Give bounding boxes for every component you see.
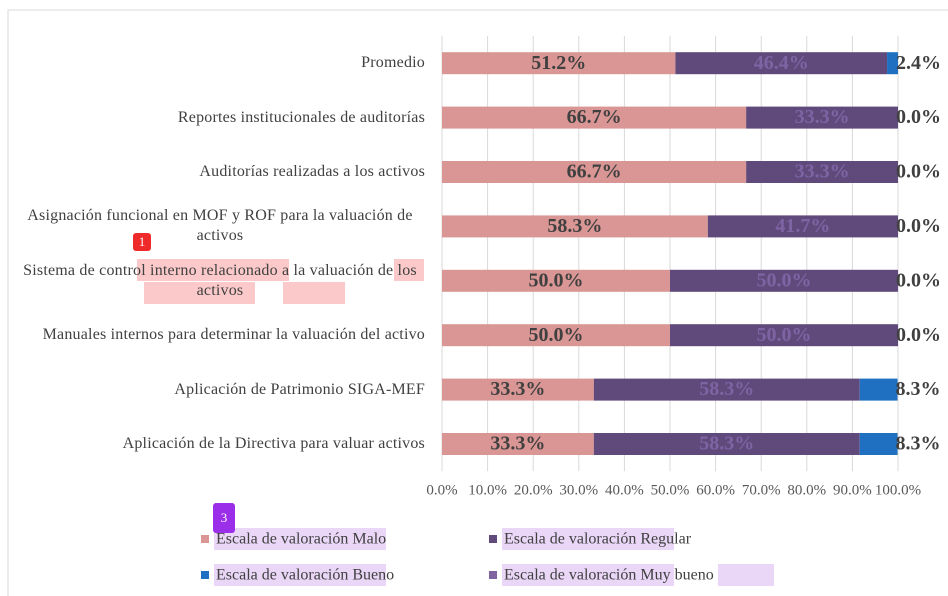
y-tick-label: Asignación funcional en MOF y ROF para l… xyxy=(10,201,425,251)
bar-segment xyxy=(887,52,898,75)
category-text: Aplicación de Patrimonio SIGA-MEF xyxy=(174,380,425,398)
data-label: 58.3% xyxy=(699,378,754,400)
bar-segment xyxy=(675,52,888,75)
x-tick-label: 40.0% xyxy=(605,483,644,499)
category-text: Aplicación de la Directiva para valuar a… xyxy=(122,435,425,452)
annotation-badge xyxy=(213,503,235,533)
bar-segment xyxy=(859,433,898,455)
highlight xyxy=(144,282,255,304)
data-label: 66.7% xyxy=(567,106,622,128)
x-tick-label: 30.0% xyxy=(559,483,598,499)
data-label: 50.0% xyxy=(529,269,584,291)
bar-segment xyxy=(442,215,708,238)
legend-label: Escala de valoración Malo xyxy=(216,531,386,548)
bar-segment xyxy=(442,324,670,347)
highlight xyxy=(137,259,289,281)
y-tick-label: Auditorías realizadas a los activos xyxy=(10,147,425,197)
x-tick-label: 80.0% xyxy=(787,483,826,499)
category-text: Promedio xyxy=(361,54,425,72)
bar-segment xyxy=(442,161,747,183)
data-label: 50.0% xyxy=(757,324,812,346)
bar-segment xyxy=(442,269,670,292)
highlight xyxy=(502,564,674,586)
highlight xyxy=(394,259,424,281)
data-label: 33.3% xyxy=(795,161,850,183)
legend-swatch xyxy=(201,535,209,543)
annotation-badge xyxy=(133,233,151,251)
bar-segment xyxy=(442,106,747,129)
data-label: 0.0% xyxy=(896,269,941,291)
x-tick-label: 60.0% xyxy=(696,483,735,499)
annotation-number: 3 xyxy=(221,510,228,525)
data-label: 0.0% xyxy=(896,161,941,183)
data-label: 50.0% xyxy=(529,324,584,346)
data-label: 33.3% xyxy=(490,378,545,400)
highlight xyxy=(214,528,386,550)
data-label: 41.7% xyxy=(775,215,830,237)
category-text: Sistema de control interno relacionado a… xyxy=(23,261,417,299)
y-tick-label: Sistema de control interno relacionado a… xyxy=(10,256,425,306)
category-text: Reportes institucionales de auditorías xyxy=(177,108,425,126)
chart-frame xyxy=(7,9,948,596)
x-tick-label: 50.0% xyxy=(651,483,690,499)
bar-segment xyxy=(593,433,860,455)
data-label: 46.4% xyxy=(754,52,809,74)
x-tick-label: 70.0% xyxy=(742,483,781,499)
bar-segment xyxy=(593,378,860,401)
bar-segment xyxy=(670,324,898,347)
x-tick-label: 20.0% xyxy=(514,483,553,499)
bar-segment xyxy=(442,433,594,455)
category-text: Manuales internos para determinar la val… xyxy=(42,326,425,344)
data-label: 66.7% xyxy=(567,161,622,183)
bar-segment xyxy=(707,215,898,238)
x-tick-label: 0.0% xyxy=(426,483,457,499)
data-label: 50.0% xyxy=(757,269,812,291)
category-text: Asignación funcional en MOF y ROF para l… xyxy=(27,207,413,245)
highlight xyxy=(718,564,774,586)
data-label: 33.3% xyxy=(490,433,545,455)
data-label: 33.3% xyxy=(795,106,850,128)
data-label: 0.0% xyxy=(896,324,941,346)
bar-segment xyxy=(859,378,898,401)
data-label: 8.3% xyxy=(896,378,941,400)
bar-segment xyxy=(670,269,898,292)
data-label: 0.0% xyxy=(896,215,941,237)
y-tick-label: Manuales internos para determinar la val… xyxy=(10,310,425,360)
bar-segment xyxy=(746,161,898,183)
category-text: Auditorías realizadas a los activos xyxy=(199,163,425,180)
y-tick-label: Aplicación de la Directiva para valuar a… xyxy=(10,419,425,469)
data-label: 2.4% xyxy=(896,52,941,74)
y-tick-label: Aplicación de Patrimonio SIGA-MEF xyxy=(10,365,425,415)
data-label: 8.3% xyxy=(896,433,941,455)
bar-segment xyxy=(442,378,594,401)
x-tick-label: 90.0% xyxy=(833,483,872,499)
x-tick-label: 10.0% xyxy=(468,483,507,499)
legend-label: Escala de valoración Muy bueno xyxy=(504,567,714,584)
y-tick-label: Promedio xyxy=(10,38,425,88)
legend-swatch xyxy=(201,571,209,579)
data-label: 58.3% xyxy=(547,215,602,237)
bar-segment xyxy=(746,106,898,129)
x-tick-label: 100.0% xyxy=(875,483,921,499)
legend-swatch xyxy=(489,535,497,543)
highlight xyxy=(502,528,674,550)
bar-segment xyxy=(442,52,676,75)
highlight xyxy=(283,282,345,304)
annotation-number: 1 xyxy=(139,234,146,249)
data-label: 51.2% xyxy=(531,52,586,74)
data-label: 0.0% xyxy=(896,106,941,128)
legend-label: Escala de valoración Bueno xyxy=(216,567,394,584)
y-tick-label: Reportes institucionales de auditorías xyxy=(10,93,425,143)
highlight xyxy=(214,564,386,586)
data-label: 58.3% xyxy=(699,433,754,455)
legend-label: Escala de valoración Regular xyxy=(504,531,692,548)
legend-swatch xyxy=(489,571,497,579)
